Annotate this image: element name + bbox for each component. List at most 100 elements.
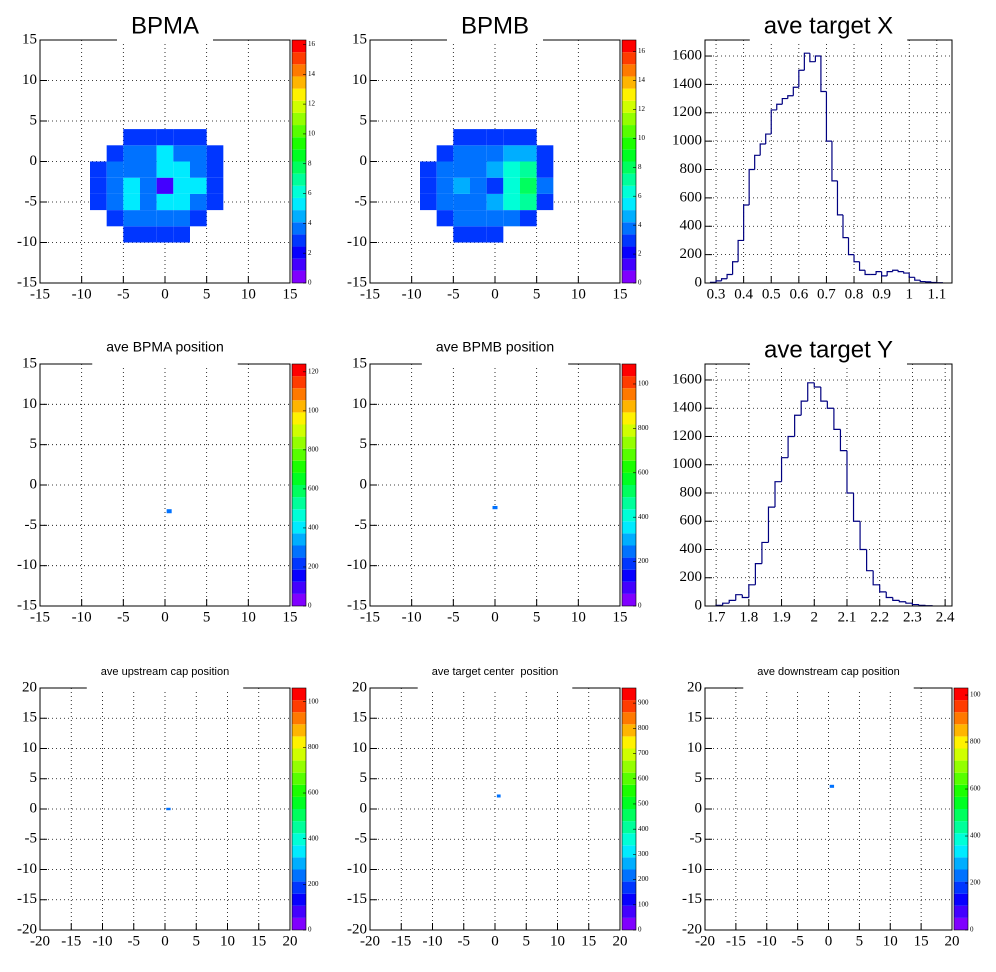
x-tick-label: 15 [251,933,266,949]
palette-band [954,760,968,773]
palette-band [292,460,306,473]
palette-band [292,905,306,918]
palette-band [622,125,636,138]
palette-frame [621,363,637,607]
histogram-bin [787,435,795,458]
histogram-bin [748,168,755,205]
histogram-bin [728,599,736,604]
palette-band [954,845,968,858]
y-tick-label: 10 [352,740,367,756]
heat-cell [536,161,554,178]
heat-cell [173,145,190,162]
palette-band [292,869,306,882]
palette-tick-label: 600 [638,468,649,476]
histogram-bin [914,277,921,281]
palette-band [292,197,306,211]
palette-band [292,436,306,449]
x-tick-label: 10 [550,933,565,949]
histogram-bin [726,273,733,279]
x-tick-label: -5 [791,933,804,949]
heat-cell [520,193,537,211]
palette-tick-label: 0 [308,602,312,610]
x-tick-label: 2.2 [870,609,889,625]
y-tick-label: -20 [347,921,367,937]
x-tick-label: 15 [914,933,929,949]
histogram-bin [826,401,834,409]
heat-cell [436,161,454,178]
histogram-bin [809,53,816,63]
histogram-bin [866,549,874,572]
y-tick-label: 1000 [672,456,702,472]
histogram-bin [919,280,926,283]
palette-tick-label: 400 [308,834,319,842]
heat-cell [503,177,520,194]
heat-cell [503,210,520,227]
palette-tick-label: 200 [308,563,319,571]
palette-band [292,688,306,701]
histogram-bin [715,280,722,283]
histogram-bin [825,91,832,142]
heat-cell [173,210,190,227]
y-tick-label: 20 [22,679,37,695]
heat-cell [536,177,554,194]
heat-cell [503,129,520,146]
heat-cell [140,161,157,178]
y-tick-label: 200 [680,569,703,585]
histogram-bin [731,261,739,275]
palette-band [292,893,306,906]
y-tick-label: -5 [25,831,38,847]
palette-band [292,88,306,101]
x-tick-label: -15 [30,609,50,625]
histogram-bin [761,541,769,564]
y-tick-label: 400 [680,218,703,234]
histogram-bin [720,278,728,281]
palette-band [622,700,636,713]
y-tick-label: 5 [360,770,368,786]
histogram-bin [908,273,915,278]
y-tick-label: 600 [680,189,703,205]
palette-band [292,557,306,570]
palette-frame [291,687,307,931]
x-tick-label: 0.4 [734,286,753,302]
heat-cell [453,193,470,211]
y-tick-label: -10 [347,234,367,250]
palette-band [292,472,306,485]
heat-cell [106,177,124,194]
x-tick-label: -5 [117,609,130,625]
palette-band [954,881,968,894]
y-tick-label: 0 [30,800,38,816]
histogram-bin [814,55,821,62]
chart-title: ave BPMB position [436,339,554,355]
histogram-bin [831,141,838,182]
palette-tick-label: 14 [308,70,316,78]
y-tick-label: 1000 [672,133,702,149]
palette-band [622,845,636,858]
palette-band [292,497,306,510]
heat-cell [156,129,174,146]
palette-band [292,100,306,113]
heat-cell [453,210,470,227]
histogram-bin [853,254,860,263]
palette-band [292,412,306,425]
heat-cell [453,226,470,243]
heat-cell [503,145,520,162]
x-tick-label: 1.1 [927,286,946,302]
palette-band [622,412,636,425]
x-tick-label: 10 [571,286,586,302]
palette-tick-label: 600 [308,485,319,493]
palette-band [292,185,306,198]
x-tick-label: 2 [811,609,819,625]
heat-cell [140,193,157,211]
palette-band [292,845,306,858]
palette-tick-label: 600 [638,774,649,782]
palette-band [292,521,306,534]
histogram-bin [737,239,744,262]
palette-tick-label: 800 [638,424,649,432]
heat-cell [206,177,224,194]
y-tick-label: 0 [360,800,368,816]
palette-tick-label: 600 [308,789,319,797]
heat-cell [470,129,487,146]
chart-title: ave upstream cap position [101,666,229,678]
heat-cell [486,161,504,178]
